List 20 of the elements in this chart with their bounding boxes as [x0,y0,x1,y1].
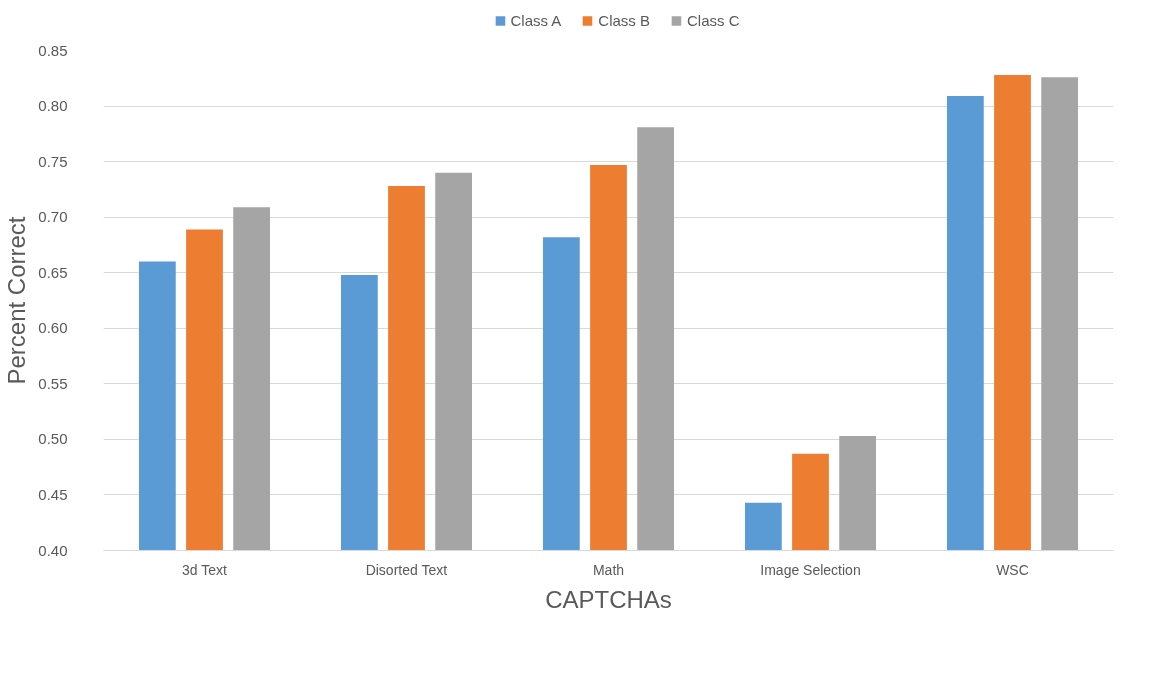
y-tick-label: 0.80 [38,97,68,115]
y-tick-label: 0.75 [38,152,68,170]
legend-label: Class B [598,11,651,29]
x-tick-label: Disorted Text [365,561,448,578]
y-tick-label: 0.45 [38,485,68,503]
y-tick-label: 0.60 [38,319,68,337]
x-tick-label: WSC [996,561,1029,578]
y-tick-label: 0.70 [38,208,68,226]
x-tick-label: Math [592,561,625,578]
y-tick-label: 0.65 [38,263,68,281]
x-tick-label: 3d Text [181,561,227,578]
legend-label: Class C [687,11,740,29]
x-tick-label: Image Selection [760,561,861,578]
y-tick-label: 0.55 [38,374,68,392]
legend-label: Class A [510,11,562,29]
x-axis-title: CAPTCHAs [545,585,672,613]
y-tick-label: 0.85 [38,41,68,59]
y-tick-label: 0.40 [38,541,68,559]
y-axis-title: Percent Correct [3,216,31,385]
y-tick-label: 0.50 [38,430,68,448]
